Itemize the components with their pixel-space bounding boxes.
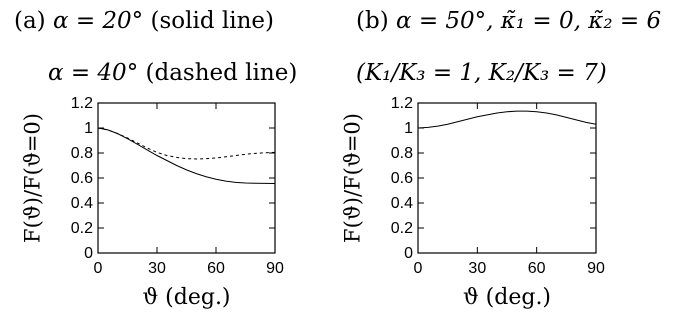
y-tick-label: 0.8 [71,145,93,162]
y-axis-label: F(ϑ)/F(ϑ=0) [20,113,44,243]
x-tick-label: 60 [528,260,546,277]
caption-b-prefix: (b) [356,8,396,34]
plot-frame [97,102,276,254]
series-line-solid [97,127,276,184]
x-tick-label: 0 [94,260,103,277]
x-tick-label: 0 [414,260,423,277]
chart-panel-b: 0 0.2 0.4 0.6 0.8 1 1.2 0 30 60 90 ϑ (deg.) F(ϑ)/F(ϑ… [340,95,605,310]
plot-frame [417,102,597,254]
y-tick-label: 0 [84,245,93,262]
caption-a-solid-note: (solid line) [143,8,274,34]
x-tick-label: 60 [207,260,225,277]
caption-a-line1: (a) α = 20° (solid line) [14,8,274,34]
caption-b-params: α = 50°, κ̃₁ = 0, κ̃₂ = 6 [395,8,662,34]
x-tick-label: 90 [266,260,284,277]
caption-a-prefix: (a) [14,8,53,34]
caption-b-line1: (b) α = 50°, κ̃₁ = 0, κ̃₂ = 6 [356,8,661,34]
y-tick-label: 0.6 [391,170,413,187]
caption-b-elastic-ratios: (K₁/K₃ = 1, K₂/K₃ = 7) [356,60,607,86]
y-tick-label: 0.4 [391,195,413,212]
y-tick-label: 0.6 [71,170,93,187]
y-tick-label: 0.4 [71,195,93,212]
x-tick-label: 30 [148,260,166,277]
series-line-dashed [97,127,276,160]
x-axis-label: ϑ (deg.) [463,285,551,310]
caption-a-alpha2: α = 40° [48,60,139,86]
caption-b-line2: (K₁/K₃ = 1, K₂/K₃ = 7) [356,60,607,86]
y-tick-label: 0.8 [391,145,413,162]
caption-a-line2: α = 40° (dashed line) [48,60,297,86]
series-line-solid [417,110,597,129]
caption-a-dashed-note: (dashed line) [138,60,298,86]
y-tick-label: 1 [84,120,93,137]
y-axis-label: F(ϑ)/F(ϑ=0) [340,113,364,243]
y-tick-label: 1.2 [391,95,413,112]
chart-panel-a: 0 0.2 0.4 0.6 0.8 1 1.2 0 30 60 90 ϑ (deg.) F(ϑ)/F(ϑ… [20,95,284,310]
y-tick-label: 0.2 [71,220,93,237]
y-tick-label: 1 [404,120,413,137]
y-tick-label: 1.2 [71,95,93,112]
y-tick-label: 0 [404,245,413,262]
x-tick-label: 90 [587,260,605,277]
y-tick-label: 0.2 [391,220,413,237]
x-tick-label: 30 [468,260,486,277]
x-axis-label: ϑ (deg.) [142,285,230,310]
caption-a-alpha1: α = 20° [52,8,144,34]
